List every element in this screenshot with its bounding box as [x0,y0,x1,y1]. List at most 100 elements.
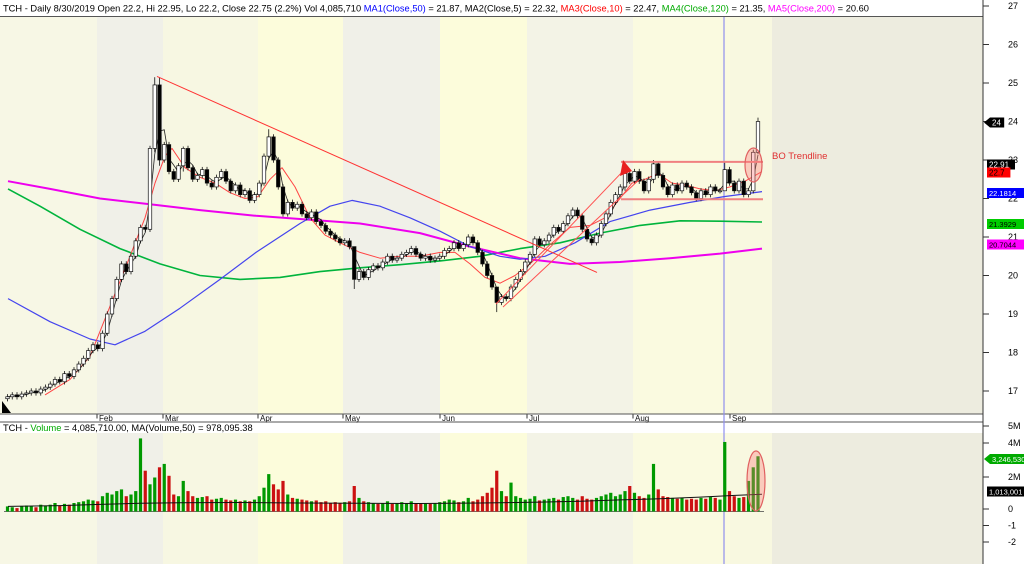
arrow-marker[interactable] [620,160,632,176]
volume-bar [670,497,675,512]
candle [689,186,694,194]
price-tick-label: 19 [1008,309,1018,319]
volume-bar [566,496,570,512]
volume-bar [281,480,285,512]
candle [432,257,438,261]
candle [532,238,537,255]
volume-bar [480,496,485,512]
volume-bar [518,497,523,512]
volume-bar [490,487,494,512]
candle [480,252,485,265]
candle [451,242,457,249]
candle [380,261,385,269]
volume-bar [618,494,622,512]
candle [646,178,651,192]
volume-bar [319,502,323,512]
volume-bar [708,497,713,512]
volume-bar [267,474,271,512]
volume-header-segment: TCH - [3,423,30,433]
candle [394,257,400,261]
month-band [730,17,772,414]
candle [599,223,604,236]
candle [29,390,34,394]
candle [181,148,186,167]
candle [219,171,224,178]
candle [442,250,447,257]
price-axis-badge-shape [987,219,1024,229]
candle [603,213,609,224]
candle [323,225,328,232]
volume-bar [58,505,62,512]
volume-bar [257,496,261,512]
volume-tick-label: 4M [1008,438,1021,448]
candle [565,215,571,224]
candle [295,203,300,209]
volume-bar [457,502,461,512]
price-axis-badge: 22.1814 [989,189,1016,198]
candle [81,357,86,365]
volume-bar [723,441,727,512]
breakout-ellipse[interactable] [744,147,763,183]
volume-bar [10,507,14,512]
volume-axis-badge: 1,013,001 [989,487,1022,496]
month-label: Feb [99,414,113,423]
volume-bar [191,496,195,512]
price-tick-label: 18 [1008,348,1018,358]
candle [76,363,81,371]
candle [200,169,205,176]
candle [708,186,713,195]
candle [5,396,10,400]
candle [247,190,252,201]
candle [138,227,143,242]
candle [518,271,523,280]
volume-bar [252,499,257,512]
volume-spike-ellipse[interactable] [746,450,766,512]
volume-bar [186,491,190,512]
price-tick-label: 22 [1008,194,1018,204]
volume-bar [547,498,551,512]
candle [266,136,271,157]
price-tick-label: 20 [1008,271,1018,281]
volume-bar [742,497,746,512]
volume-bar [167,475,171,512]
candle [371,265,376,271]
candle [466,236,471,246]
volume-bar [699,497,703,512]
candle [717,190,723,193]
ascending-trendline[interactable] [495,166,628,305]
candle [713,186,718,192]
candle [280,186,286,215]
candle [551,227,556,236]
candle [361,271,366,278]
candle [537,238,542,246]
price-axis-badge: 21.3929 [989,220,1016,229]
candle [19,393,24,398]
volume-bar [39,504,43,512]
volume-bar [737,497,741,512]
month-label: Sep [732,414,747,423]
volume-bar [438,502,442,512]
candle [285,202,290,215]
volume-bar [20,506,24,512]
candle [352,246,357,280]
candle [242,190,248,196]
volume-axis-badge-shape [984,454,1024,464]
volume-bar [24,505,29,512]
candle [489,275,495,288]
month-band [633,17,730,414]
header-segment: MA2(Close,5) [465,4,522,14]
price-tick-label: 27 [1008,1,1018,11]
volume-bar [362,501,366,512]
volume-bar [110,494,114,512]
descending-trendline[interactable] [156,75,598,273]
candle [52,379,58,385]
volume-bar [504,496,508,512]
volume-tick-label: 0 [1008,504,1013,514]
candle [418,253,423,259]
volume-bar [385,501,390,512]
candle [233,184,238,192]
volume-bar [689,498,694,512]
ascending-trendline[interactable] [502,178,641,308]
volume-bar [210,499,214,512]
candle [48,383,53,388]
